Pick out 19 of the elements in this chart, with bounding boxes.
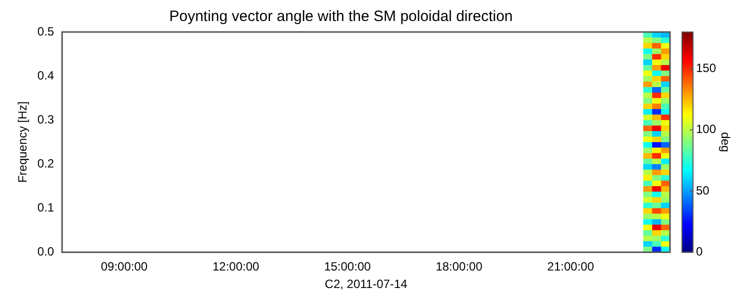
- x-tick-label: 15:00:00: [324, 260, 372, 274]
- chart-title: Poynting vector angle with the SM poloidal direction: [169, 8, 513, 26]
- color-bar-label: 100: [696, 122, 716, 136]
- x-tick-label: 09:00:00: [100, 260, 148, 274]
- color-bar-label: 50: [696, 183, 710, 198]
- y-tick-label: 0.4: [37, 68, 54, 82]
- y-axis-title: Frequency [Hz]: [16, 101, 30, 183]
- y-tick-label: 0.0: [37, 244, 54, 259]
- y-tick-label: 0.1: [37, 200, 54, 214]
- color-bar-label: 150: [696, 61, 716, 76]
- x-tick-label: 18:00:00: [436, 260, 483, 274]
- x-tick-label: 21:00:00: [547, 260, 594, 274]
- y-tick-label: 0.3: [37, 112, 54, 126]
- y-tick-label: 0.2: [37, 156, 54, 170]
- x-axis-title: C2, 2011-07-14: [324, 277, 408, 292]
- y-tick-label: 0.5: [37, 24, 54, 38]
- color-bar-label: 0: [696, 244, 703, 259]
- x-tick-label: 12:00:00: [212, 260, 260, 274]
- color-bar-title: deg: [718, 132, 733, 152]
